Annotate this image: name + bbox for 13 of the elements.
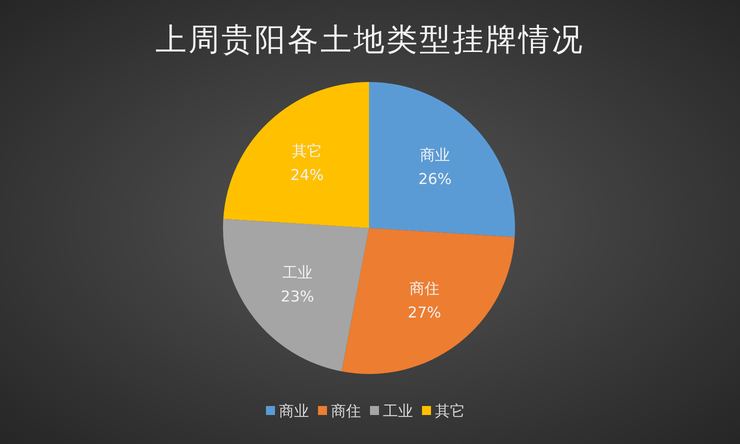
slice-label: 其它 <box>292 142 322 160</box>
slice-label: 工业 <box>282 263 312 282</box>
data-label: 26% <box>418 170 452 188</box>
chart-title: 上周贵阳各土地类型挂牌情况 <box>156 22 584 58</box>
data-label: 23% <box>280 287 314 306</box>
legend-label: 其它 <box>435 402 465 420</box>
legend-label: 工业 <box>383 402 413 420</box>
slice-label: 商住 <box>409 280 440 298</box>
legend-label: 商住 <box>331 402 361 420</box>
slice-label: 商业 <box>420 146 450 164</box>
data-label: 24% <box>290 166 324 184</box>
legend-label: 商业 <box>279 402 309 420</box>
data-label: 27% <box>408 304 442 322</box>
